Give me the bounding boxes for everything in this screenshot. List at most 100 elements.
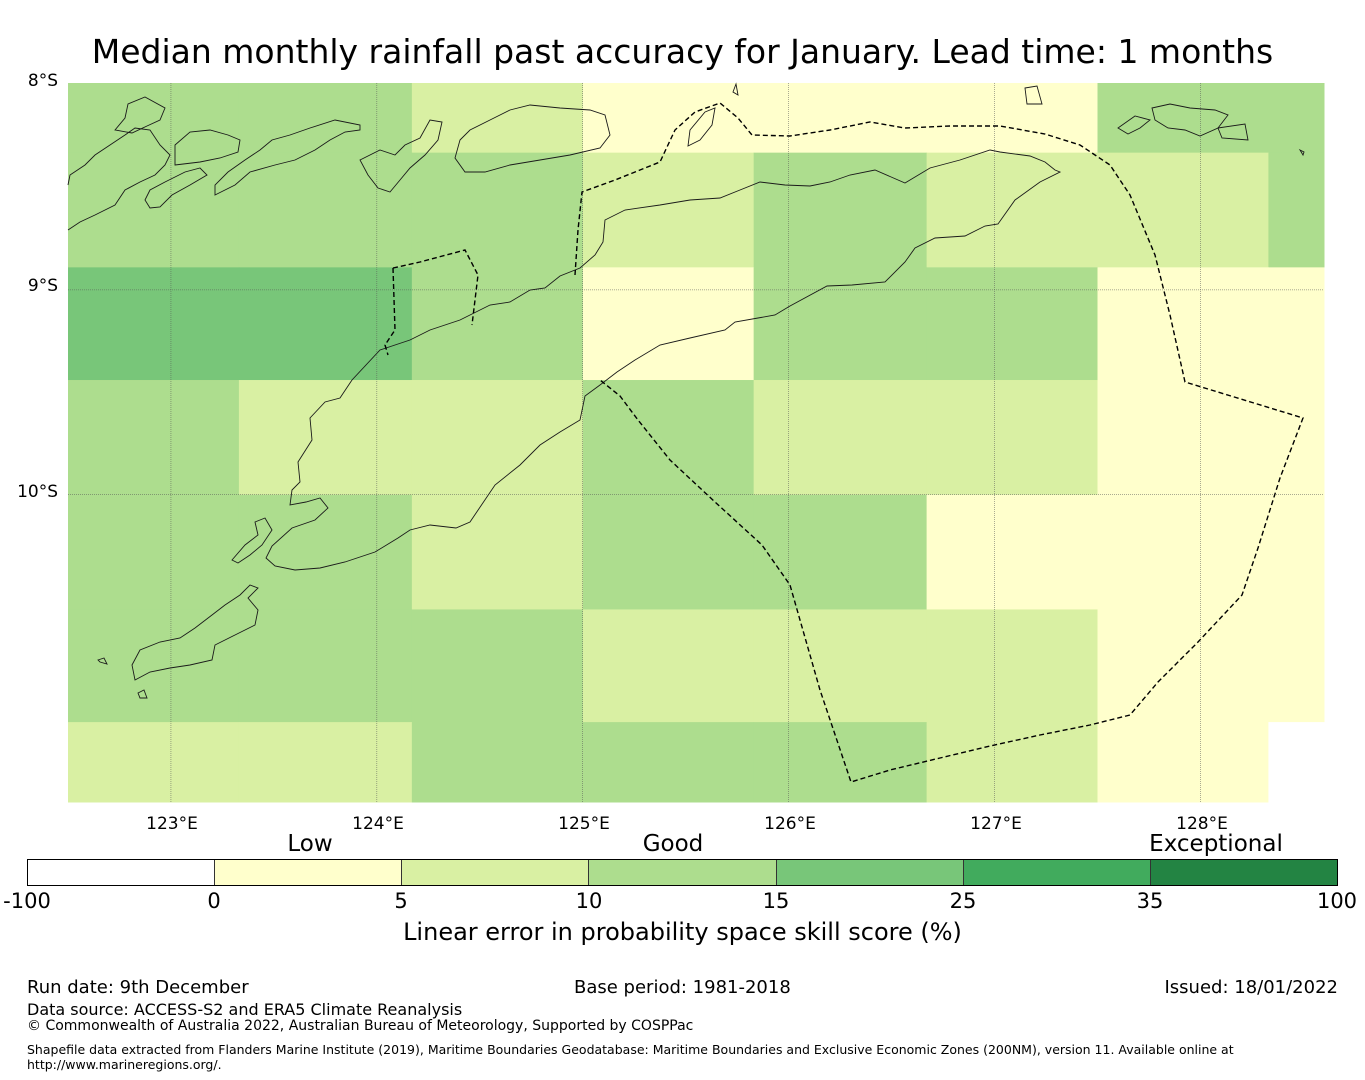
grid-cell [753, 494, 928, 610]
grid-cell [1097, 152, 1269, 268]
category-label-exceptional: Exceptional [1149, 831, 1283, 857]
lon-tick-label: 128°E [1176, 814, 1228, 834]
grid-cell [1268, 267, 1325, 381]
chart-title: Median monthly rainfall past accuracy fo… [91, 32, 1274, 71]
grid-cell [926, 609, 1099, 723]
grid-cell [68, 267, 240, 381]
alor-coastline [174, 129, 241, 166]
oecusse-boundary [392, 249, 479, 326]
colorbar [27, 859, 1338, 886]
lat-tick-label: 8°S [27, 71, 58, 91]
grid-cell [238, 380, 413, 496]
grid-cell [1268, 494, 1325, 610]
grid-cell [411, 152, 584, 268]
island-coastline [454, 104, 611, 173]
grid-cell [411, 83, 584, 154]
grid-cell [582, 609, 755, 723]
island-coastline [1117, 115, 1151, 135]
grid-cell [582, 267, 755, 381]
data-source: Data source: ACCESS-S2 and ERA5 Climate … [27, 1000, 463, 1019]
lon-tick-label: 125°E [558, 814, 610, 834]
grid-cell [1097, 380, 1269, 496]
grid-cell [582, 83, 755, 154]
grid-cell [1268, 609, 1325, 723]
maritime-boundaries [384, 102, 1304, 783]
colorbar-segment [589, 860, 777, 885]
grid-cell [68, 609, 240, 723]
grid-cell [411, 609, 584, 723]
grid-cell [238, 267, 413, 381]
grid-cell [1097, 609, 1269, 723]
colorbar-segment [776, 860, 964, 885]
lon-tick-label: 127°E [970, 814, 1022, 834]
colorbar-tick: -100 [3, 889, 51, 913]
island-coastline [97, 657, 108, 665]
grid-cell [582, 494, 755, 610]
grid-cell [926, 722, 1099, 803]
grid-cell [411, 380, 584, 496]
grid-cell [926, 380, 1099, 496]
grid-cell [1097, 267, 1269, 381]
grid-cell [926, 83, 1099, 154]
grid-cell [238, 494, 413, 610]
timor-coastline [265, 149, 1062, 571]
island-coastline [1298, 148, 1305, 157]
island-coastline [1217, 123, 1249, 141]
wetar-coastline [359, 119, 443, 193]
grid-cell [238, 152, 413, 268]
grid-cell [753, 380, 928, 496]
lat-tick-label: 10°S [17, 482, 58, 502]
skill-grid [68, 83, 1325, 803]
colorbar-segment [963, 860, 1151, 885]
grid-cell [926, 494, 1099, 610]
graticule [68, 83, 1324, 802]
lon-tick-label: 124°E [352, 814, 404, 834]
grid-cell [582, 722, 755, 803]
category-label-good: Good [642, 831, 704, 857]
colorbar-tick: 25 [949, 889, 977, 913]
island-coastline [732, 82, 739, 96]
colorbar-title: Linear error in probability space skill … [403, 918, 962, 946]
colorbar-tick: 0 [207, 889, 221, 913]
island-coastline [214, 119, 361, 196]
grid-cell [411, 494, 584, 610]
grid-cell [753, 152, 928, 268]
grid-cell [582, 152, 755, 268]
lon-tick-label: 126°E [764, 814, 816, 834]
colorbar-tick: 100 [1316, 889, 1358, 913]
grid-cell [1097, 722, 1269, 803]
grid-cell [753, 83, 928, 154]
colorbar-segment [1150, 860, 1337, 885]
grid-cell [68, 494, 240, 610]
colorbar-segment [28, 860, 216, 885]
lat-tick-label: 9°S [27, 276, 58, 296]
grid-cell [1097, 83, 1269, 154]
grid-cell [238, 609, 413, 723]
grid-cell [68, 152, 240, 268]
grid-cell [68, 83, 240, 154]
copyright: © Commonwealth of Australia 2022, Austra… [27, 1018, 694, 1034]
colorbar-segment [402, 860, 590, 885]
island-coastline [114, 96, 166, 134]
timor-leste-eez-boundary [574, 102, 1304, 783]
grid-cell [68, 722, 240, 803]
island-coastline [137, 689, 148, 699]
grid-cell [1268, 380, 1325, 496]
lon-tick-label: 123°E [146, 814, 198, 834]
grid-cell [926, 152, 1099, 268]
category-label-low: Low [287, 831, 333, 857]
grid-cell [926, 267, 1099, 381]
colorbar-tick: 15 [762, 889, 790, 913]
shapefile-url: http://www.marineregions.org/. [27, 1057, 222, 1072]
grid-cell [582, 380, 755, 496]
grid-cell [411, 267, 584, 381]
island-coastline [1024, 85, 1043, 105]
grid-cell [238, 83, 413, 154]
grid-cell [1268, 83, 1325, 154]
coastlines [67, 82, 1305, 699]
grid-cell [1268, 722, 1325, 803]
base-period: Base period: 1981-2018 [574, 977, 791, 998]
flores-coastline [67, 127, 171, 231]
issued-date: Issued: 18/01/2022 [1164, 977, 1338, 998]
